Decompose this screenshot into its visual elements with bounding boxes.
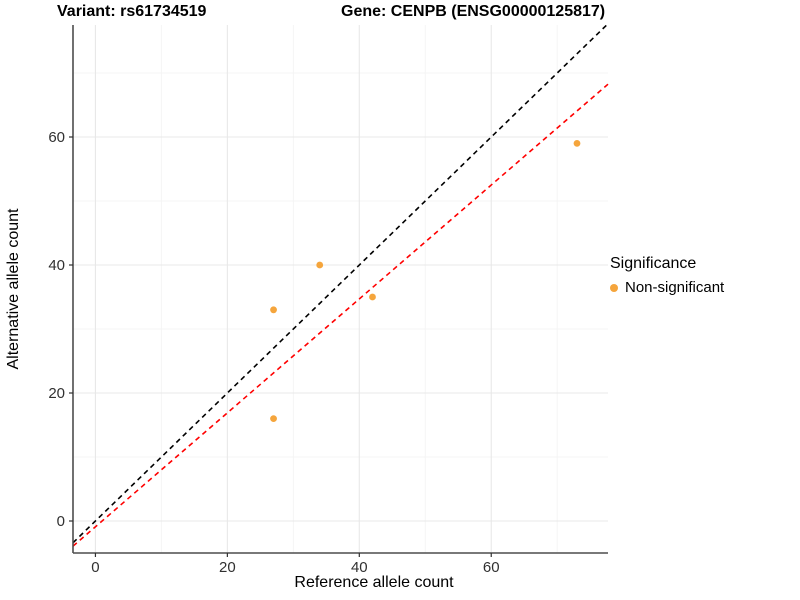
plot-title-variant: Variant: rs61734519	[57, 3, 207, 20]
y-axis-title: Alternative allele count	[5, 208, 22, 370]
y-tick-label: 60	[48, 129, 65, 146]
regression-fit-line	[72, 83, 609, 547]
legend-item-label: Non-significant	[625, 279, 725, 296]
data-point	[270, 306, 277, 314]
legend-title: Significance	[610, 255, 697, 272]
data-point	[270, 415, 277, 422]
legend: Significance Non-significant	[610, 255, 795, 296]
x-tick-label: 60	[483, 559, 500, 576]
y-tick-label: 20	[48, 385, 65, 402]
x-axis-title: Reference allele count	[294, 574, 454, 591]
identity-line	[72, 24, 608, 544]
y-tick-label: 0	[57, 513, 65, 530]
data-point	[369, 293, 376, 301]
data-point	[573, 140, 581, 147]
plot-title-gene: Gene: CENPB (ENSG00000125817)	[341, 3, 606, 20]
legend-item: Non-significant	[610, 279, 795, 296]
y-tick-label: 40	[48, 257, 65, 274]
legend-point-icon	[610, 283, 618, 292]
x-tick-label: 40	[351, 559, 368, 576]
x-tick-label: 0	[91, 559, 99, 576]
x-tick-label: 20	[219, 559, 236, 576]
data-point	[316, 261, 324, 269]
